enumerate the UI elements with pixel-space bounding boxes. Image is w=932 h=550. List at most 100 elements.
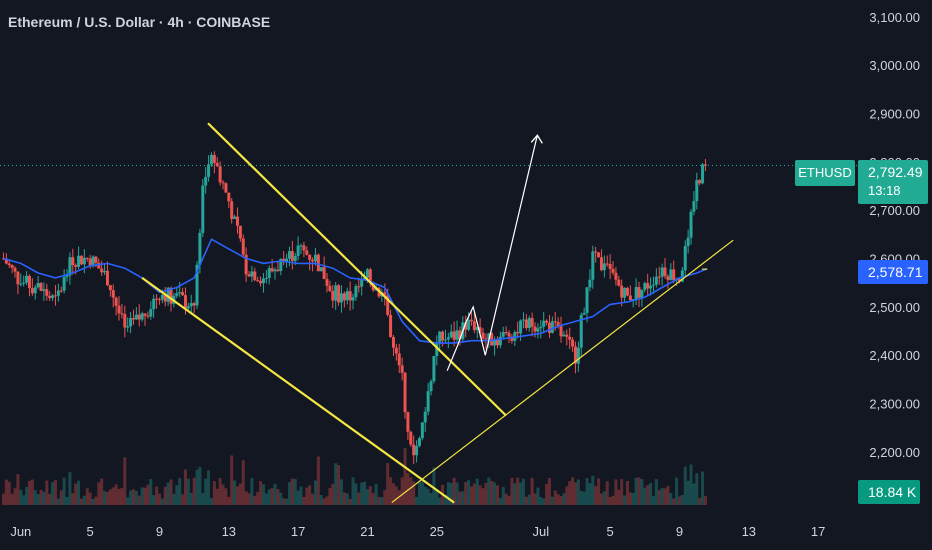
time-tick-label: 21 xyxy=(360,524,374,539)
volume-bar xyxy=(545,483,549,505)
candle-body xyxy=(597,252,601,258)
candle-body xyxy=(204,176,208,186)
candle-body xyxy=(198,232,202,265)
volume-bar xyxy=(287,482,291,505)
volume-bar xyxy=(178,478,182,505)
volume-bar xyxy=(293,479,297,505)
volume-bar xyxy=(487,477,491,505)
volume-bar xyxy=(137,495,141,505)
candle-body xyxy=(10,265,14,268)
candle-body xyxy=(469,319,473,322)
volume-bar xyxy=(472,483,476,505)
candle-body xyxy=(493,339,497,346)
volume-bar xyxy=(7,481,11,505)
volume-bar xyxy=(224,488,228,505)
candle-body xyxy=(311,259,315,262)
volume-bar xyxy=(264,493,268,505)
candle-body xyxy=(669,269,673,280)
candle-body xyxy=(279,258,283,271)
candle-body xyxy=(415,445,419,456)
volume-bar xyxy=(10,493,14,505)
candle-body xyxy=(556,322,560,327)
volume-bar xyxy=(438,497,442,505)
volume-bar xyxy=(637,477,641,505)
volume-bar xyxy=(591,475,595,505)
volume-bar xyxy=(409,477,413,505)
candle-body xyxy=(56,290,60,296)
candle-body xyxy=(533,326,537,332)
volume-bar xyxy=(394,486,398,505)
volume-bar xyxy=(582,491,586,505)
volume-bar xyxy=(91,498,95,505)
candle-body xyxy=(316,254,320,272)
volume-bar xyxy=(680,494,684,505)
candle-body xyxy=(25,275,29,283)
volume-bar xyxy=(368,486,372,505)
volume-bar xyxy=(68,472,72,505)
candle-body xyxy=(97,262,101,269)
time-tick-label: 9 xyxy=(156,524,163,539)
volume-bar xyxy=(59,490,63,505)
candle-body xyxy=(547,322,551,333)
volume-bar xyxy=(270,488,274,505)
candle-body xyxy=(160,294,164,300)
candle-body xyxy=(209,154,213,165)
volume-bar xyxy=(261,484,265,505)
volume-bar xyxy=(253,495,257,505)
volume-bar xyxy=(339,479,343,505)
volume-bar xyxy=(97,482,101,505)
candle-body xyxy=(429,381,433,392)
volume-bar xyxy=(504,493,508,505)
candle-body xyxy=(588,279,592,288)
candle-body xyxy=(536,328,540,332)
time-axis[interactable]: Jun 5 9 13 17 21 25 Jul 5 9 13 17 xyxy=(10,524,825,539)
candle-body xyxy=(308,254,312,260)
candle-body xyxy=(282,258,286,262)
volume-bar xyxy=(126,497,130,505)
volume-bar xyxy=(27,480,31,505)
volume-bar xyxy=(620,479,624,505)
candle-body xyxy=(504,332,508,334)
volume-bar xyxy=(134,490,138,505)
candle-body xyxy=(91,256,95,267)
volume-bar xyxy=(389,477,393,505)
candle-body xyxy=(201,185,205,233)
volume-bar xyxy=(345,493,349,505)
candle-body xyxy=(235,216,239,226)
candle-body xyxy=(519,320,523,334)
price-axis[interactable]: 3,100.003,000.002,900.002,800.002,700.00… xyxy=(869,10,920,460)
volume-bar xyxy=(108,489,112,505)
candle-body xyxy=(30,288,34,294)
candles xyxy=(1,151,707,464)
volume-bar xyxy=(542,498,546,505)
trendline xyxy=(207,122,507,417)
volume-bar xyxy=(146,484,150,505)
candle-body xyxy=(230,201,234,219)
volume-bar xyxy=(157,493,161,505)
volume-bar xyxy=(65,497,69,505)
time-tick-label: 17 xyxy=(811,524,825,539)
volume-bar xyxy=(649,482,653,505)
volume-bar xyxy=(51,482,55,505)
candle-body xyxy=(426,391,430,412)
volume-bar xyxy=(290,478,294,505)
candle-body xyxy=(218,166,222,183)
volume-bar xyxy=(4,479,8,505)
volume-bar xyxy=(547,478,551,505)
volume-bar xyxy=(247,493,251,505)
volume-bar xyxy=(325,496,329,505)
volume-bar xyxy=(573,482,577,505)
candle-body xyxy=(481,332,485,339)
volume-bar xyxy=(467,480,471,505)
candle-body xyxy=(516,332,520,334)
volume-bar xyxy=(120,488,124,505)
last-price-value: 2,792.49 xyxy=(868,164,923,180)
candle-body xyxy=(22,282,26,284)
volume-bar xyxy=(195,469,199,505)
candle-body xyxy=(389,314,393,338)
volume-bar xyxy=(100,478,104,505)
volume-bar xyxy=(56,498,60,505)
volume-bar xyxy=(186,478,190,505)
candle-body xyxy=(562,334,566,337)
